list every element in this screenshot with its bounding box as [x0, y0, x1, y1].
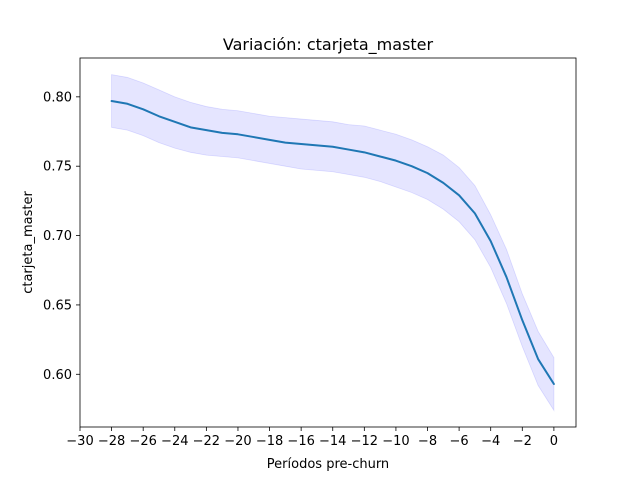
- x-tick-label: −12: [351, 434, 378, 449]
- x-tick-label: −30: [66, 434, 93, 449]
- y-axis-label: ctarjeta_master: [21, 191, 36, 294]
- x-tick-label: −24: [161, 434, 188, 449]
- x-tick-label: −16: [287, 434, 314, 449]
- y-tick-label: 0.80: [43, 90, 72, 105]
- confidence-band: [111, 74, 555, 412]
- x-tick-label: 0: [550, 434, 558, 449]
- x-tick-label: −4: [481, 434, 500, 449]
- x-tick-label: −18: [256, 434, 283, 449]
- x-tick-label: −2: [513, 434, 532, 449]
- x-tick-label: −22: [193, 434, 220, 449]
- chart-title: Variación: ctarjeta_master: [223, 35, 434, 55]
- x-axis-ticks: −30 −28 −26 −24 −22 −20 −18 −16 −14 −12 −10 −8 −6 −4−…: [66, 427, 558, 449]
- x-axis-label: Períodos pre-churn: [267, 457, 389, 472]
- plot-layer: [110, 74, 555, 412]
- plot-frame: [79, 57, 577, 428]
- y-tick-label: 0.65: [43, 298, 72, 313]
- y-tick-label: 0.75: [43, 160, 72, 175]
- x-tick-label: −10: [382, 434, 409, 449]
- x-tick-label: −20: [224, 434, 251, 449]
- x-tick-label: −8: [418, 434, 437, 449]
- x-tick-label: −26: [129, 434, 156, 449]
- y-tick-label: 0.70: [43, 229, 72, 244]
- series-line: [110, 100, 555, 385]
- y-axis-ticks: 0.60 0.65 0.70 0.75 0.80: [43, 90, 80, 383]
- y-tick-label: 0.60: [43, 368, 72, 383]
- x-tick-label: −6: [450, 434, 469, 449]
- x-tick-label: −14: [319, 434, 346, 449]
- x-tick-label: −28: [98, 434, 125, 449]
